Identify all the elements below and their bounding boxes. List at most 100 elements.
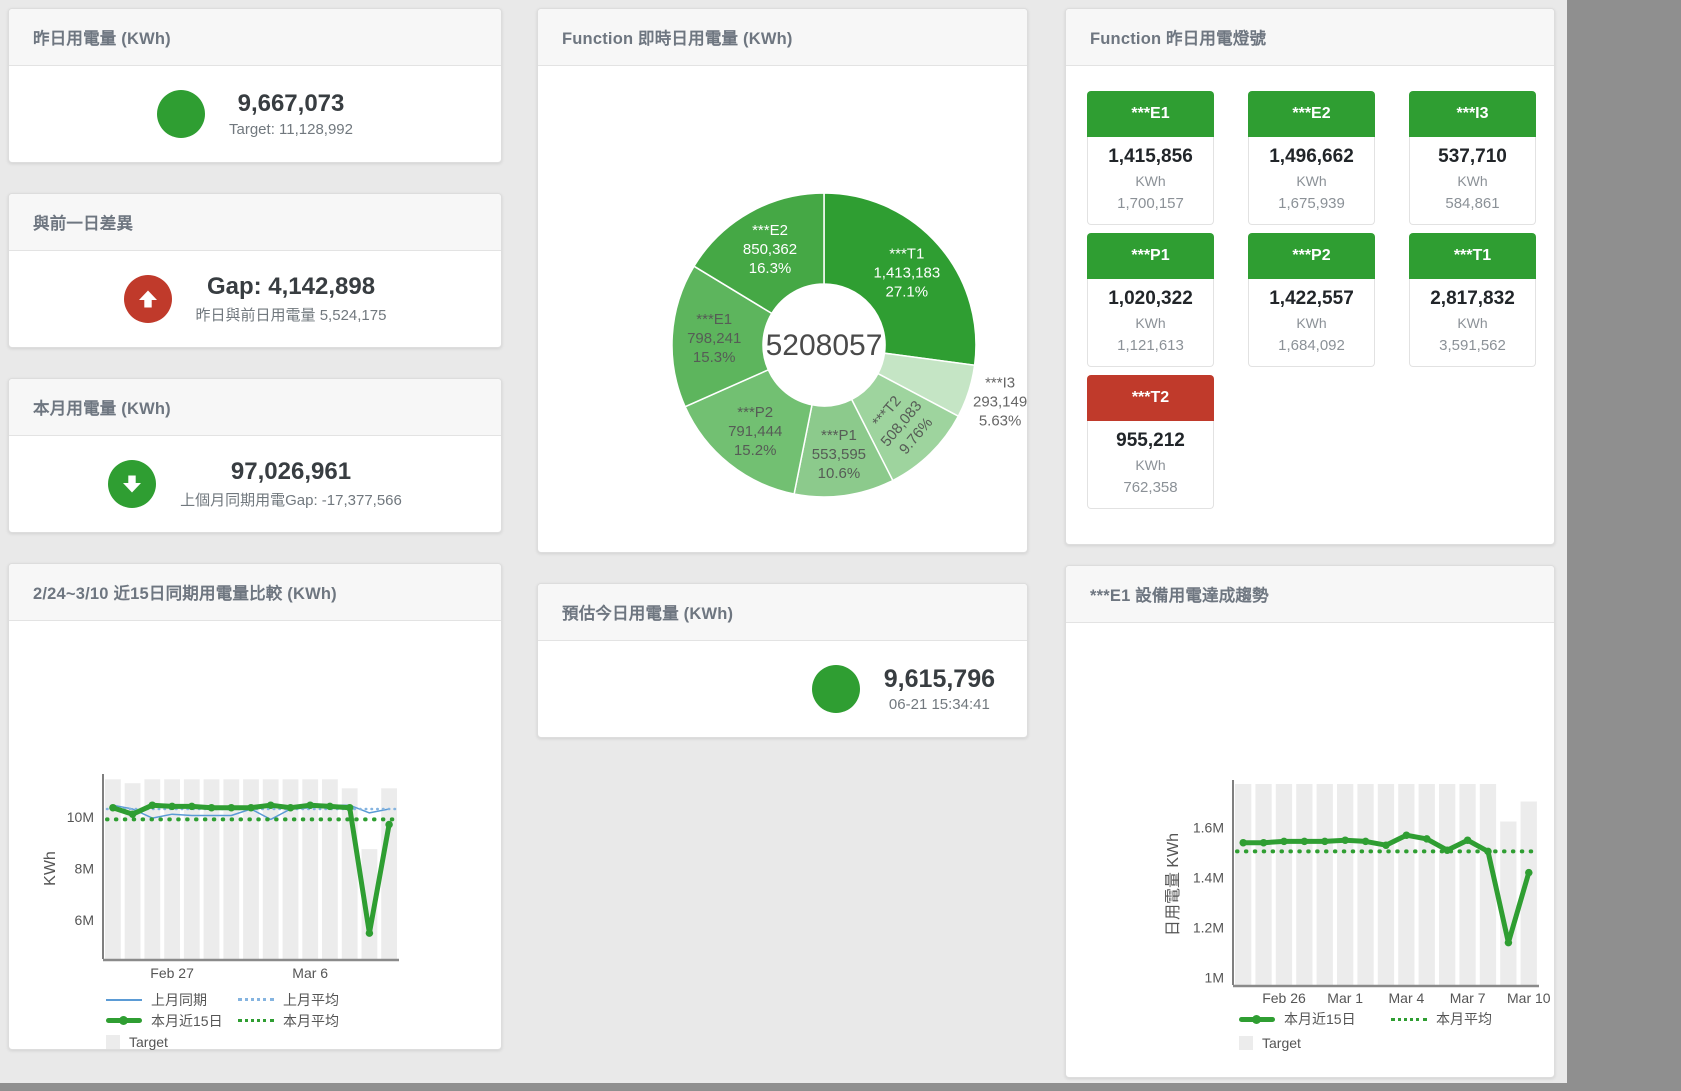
legend-swatch-dotted-line (238, 1019, 274, 1022)
legend-label: 本月平均 (1436, 1011, 1492, 1027)
target-bar (1479, 784, 1497, 985)
status-tile: ***I3 537,710 KWh 584,861 (1409, 91, 1536, 225)
card-title: 昨日用電量 (KWh) (33, 30, 171, 48)
tile-target: 1,700,157 (1117, 195, 1184, 212)
donut-slice-label: ***P2 791,444 15.2% (728, 404, 782, 459)
chart-body: ***T1 1,413,183 27.1% ***I3 293,149 5.63% ***T… (538, 66, 1027, 554)
tile-unit: KWh (1296, 315, 1327, 331)
status-tiles-grid: ***E1 1,415,856 KWh 1,700,157 ***E2 1,496,662… (1066, 66, 1554, 509)
legend-item[interactable]: 上月同期 (106, 990, 238, 1010)
svg-text:***I3: ***I3 (985, 375, 1015, 392)
status-circle-icon (811, 665, 860, 713)
target-bar (322, 779, 338, 959)
target-bar (1459, 784, 1476, 985)
legend-item[interactable]: Target (106, 1034, 238, 1050)
card-header: 昨日用電量 (KWh) (9, 9, 501, 66)
card-realtime-donut: Function 即時日用電量 (KWh) ***T1 1,413,183 27.1… (537, 8, 1028, 553)
target-bar (124, 783, 141, 959)
tile-unit: KWh (1457, 173, 1488, 189)
kpi-body: Gap: 4,142,898 昨日與前日用電量 5,524,175 (9, 251, 501, 347)
card-title: 本月用電量 (KWh) (33, 400, 171, 418)
trend-line-chart: 1M 1.2M 1.4M 1.6M 日用電量 KWh Feb 26 Mar 1 Mar 4 Ma… (1165, 780, 1551, 1006)
donut-slice (823, 192, 977, 367)
tile-value: 1,415,856 (1108, 146, 1193, 167)
kpi-value: 97,026,961 (230, 458, 352, 485)
kpi-value: 9,615,796 (883, 665, 995, 693)
card-gap-prev-day: 與前一日差異 Gap: 4,142,898 昨日與前日用電量 5,524,175 (8, 193, 502, 348)
svg-text:Mar 1: Mar 1 (1327, 990, 1363, 1006)
donut-slice-label: ***E1 798,241 15.3% (687, 311, 741, 366)
tile-name: ***I3 (1409, 91, 1536, 137)
card-yesterday-usage: 昨日用電量 (KWh) 9,667,073 Target: 11,128,992 (8, 8, 502, 163)
kpi-subtitle: 昨日與前日用電量 5,524,175 (195, 307, 387, 324)
card-header: ***E1 設備用電達成趨勢 (1066, 566, 1554, 623)
svg-text:Mar 10: Mar 10 (1507, 990, 1551, 1006)
chart-legend: 上月同期 上月平均 本月近15日 本月平均 Target (9, 989, 501, 1052)
target-bar (1337, 784, 1354, 985)
svg-text:6M: 6M (75, 912, 94, 928)
card-compare-chart: 2/24~3/10 近15日同期用電量比較 (KWh) 6M 8M 10M KWh Fe… (8, 563, 502, 1050)
target-bar (381, 788, 397, 959)
donut-slice (684, 368, 813, 495)
svg-text:10M: 10M (67, 809, 94, 825)
legend-item[interactable]: 上月平均 (238, 990, 501, 1010)
card-title: ***E1 設備用電達成趨勢 (1090, 587, 1269, 605)
svg-text:***T1: ***T1 (889, 246, 924, 263)
svg-text:***E1: ***E1 (696, 311, 732, 328)
tile-target: 1,121,613 (1117, 337, 1184, 354)
target-bar (203, 779, 220, 959)
target-bar (183, 779, 200, 959)
tile-unit: KWh (1296, 173, 1327, 189)
legend-item[interactable]: 本月平均 (1391, 1009, 1554, 1029)
kpi-timestamp: 06-21 15:34:41 (888, 696, 990, 713)
card-header: 2/24~3/10 近15日同期用電量比較 (KWh) (9, 564, 501, 621)
status-circle-icon (157, 90, 205, 138)
card-e1-trend-chart: ***E1 設備用電達成趨勢 1M 1.2M 1.4M 1.6M 日用電量 KWh Feb… (1065, 565, 1555, 1078)
target-bar (1255, 784, 1272, 985)
tile-value: 1,422,557 (1269, 288, 1354, 309)
donut-slice-label: ***P1 553,595 10.6% (812, 427, 866, 482)
svg-text:1.6M: 1.6M (1193, 820, 1224, 836)
target-bar (1398, 784, 1415, 985)
legend-item[interactable]: 本月平均 (238, 1011, 501, 1031)
donut-slice-label: ***E2 850,362 16.3% (743, 222, 797, 277)
tile-name: ***E1 (1087, 91, 1214, 137)
card-title: Function 即時日用電量 (KWh) (562, 30, 793, 48)
legend-label: 本月近15日 (151, 1012, 223, 1029)
target-bar (262, 779, 279, 959)
target-bar (1418, 784, 1435, 985)
svg-text:***P1: ***P1 (821, 427, 857, 444)
legend-item[interactable]: Target (1239, 1035, 1391, 1051)
target-bar (1296, 784, 1313, 985)
tile-unit: KWh (1135, 315, 1166, 331)
tile-value: 955,212 (1116, 430, 1185, 451)
svg-text:Mar 4: Mar 4 (1389, 990, 1425, 1006)
svg-text:***E2: ***E2 (752, 222, 788, 239)
card-status-lights: Function 昨日用電燈號 ***E1 1,415,856 KWh 1,700,1… (1065, 8, 1555, 545)
svg-text:1,413,183: 1,413,183 (873, 265, 940, 282)
legend-swatch-thick-line (1239, 1014, 1275, 1024)
tile-value: 1,020,322 (1108, 288, 1193, 309)
svg-text:15.3%: 15.3% (693, 349, 736, 366)
tile-value: 1,496,662 (1269, 146, 1354, 167)
tile-target: 584,861 (1445, 195, 1500, 212)
svg-text:1.2M: 1.2M (1193, 920, 1224, 936)
legend-swatch-dotted-line (238, 998, 274, 1001)
tile-body: 1,496,662 KWh 1,675,939 (1248, 137, 1375, 225)
target-bar (1500, 821, 1517, 985)
tile-name: ***T2 (1087, 375, 1214, 421)
tile-target: 1,684,092 (1278, 337, 1345, 354)
legend-item[interactable]: 本月近15日 (1239, 1009, 1391, 1029)
legend-item[interactable]: 本月近15日 (106, 1011, 238, 1031)
tile-body: 1,422,557 KWh 1,684,092 (1248, 279, 1375, 367)
donut-chart: ***T1 1,413,183 27.1% ***I3 293,149 5.63% ***T… (671, 192, 1027, 498)
donut-center-total: 5208057 (766, 329, 883, 362)
tile-body: 955,212 KWh 762,358 (1087, 421, 1214, 509)
tile-target: 3,591,562 (1439, 337, 1506, 354)
donut-slice (671, 265, 773, 408)
legend-label: 本月近15日 (1284, 1011, 1356, 1027)
card-month-usage: 本月用電量 (KWh) 97,026,961 上個月同期用電Gap: -17,3… (8, 378, 502, 533)
legend-label: 上月同期 (151, 991, 207, 1008)
card-title: Function 昨日用電燈號 (1090, 30, 1267, 48)
card-title: 預估今日用電量 (KWh) (562, 605, 734, 623)
